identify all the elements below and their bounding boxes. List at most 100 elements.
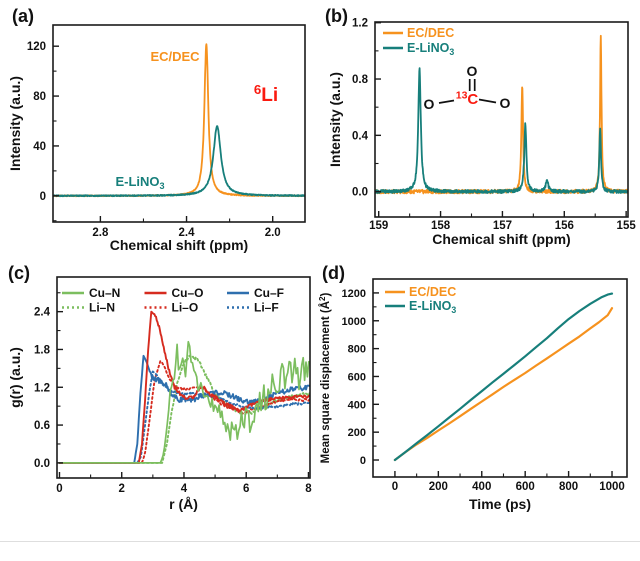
- y-tick-label: 0.6: [34, 420, 50, 432]
- panel-a-chart-li6-nmr: 2.8 2.4 2.0 0 40 80 120 Chemical shift (ppm) Int…: [0, 0, 315, 262]
- y-tick-label: 0.8: [352, 74, 369, 86]
- series-Cu-O: [58, 310, 310, 464]
- plot-area: [58, 310, 310, 464]
- y-tick-label: 1.8: [34, 344, 51, 356]
- ticks: [373, 292, 613, 477]
- y-tick-label: 0: [40, 191, 46, 203]
- x-tick-label: 2.0: [265, 227, 281, 239]
- annotation-text: EC/DEC: [150, 49, 200, 64]
- chart-svg-a: 2.8 2.4 2.0 0 40 80 120 Chemical shift (ppm) Int…: [7, 24, 306, 253]
- annotation-text: O: [500, 95, 511, 111]
- x-tick-label: 8: [305, 483, 312, 495]
- series-EC/DEC: [53, 43, 305, 198]
- series-Cu-N: [58, 340, 310, 464]
- plot-area: [375, 34, 628, 195]
- series-EC/DEC: [393, 307, 614, 462]
- y-tick-label: 0.4: [352, 130, 369, 142]
- annotation-text: E-LiNO3: [115, 174, 164, 191]
- y-tick-label: 200: [348, 427, 366, 439]
- structure-bond: [438, 99, 455, 104]
- bottom-divider: [0, 541, 640, 542]
- x-tick-label: 400: [472, 481, 491, 493]
- ticks: [375, 22, 627, 217]
- y-tick-label: 1000: [342, 316, 366, 328]
- x-tick-label: 159: [369, 220, 388, 232]
- y-axis-title: Intensity (a.u.): [327, 72, 343, 167]
- plot-frame: [372, 278, 628, 478]
- y-axis-title: Mean square displacement (Å2): [318, 293, 332, 464]
- x-tick-label: 0: [392, 481, 398, 493]
- x-tick-label: 200: [429, 481, 448, 493]
- series-E-LiNO3: [375, 67, 628, 194]
- structure-bond: [478, 98, 497, 104]
- y-tick-label: 80: [33, 91, 46, 103]
- series-E-LiNO3: [53, 125, 305, 198]
- x-tick-label: 2: [119, 483, 125, 495]
- legend-label: Li–O: [172, 301, 199, 315]
- legend-label: E-LiNO3: [407, 41, 454, 57]
- panel-c-label: (c): [8, 263, 30, 283]
- panel-d: (d) 0 200 400 600 800 1000 0 200 400 600 800 1000 12…: [315, 262, 640, 537]
- plot-area: [393, 292, 614, 462]
- annotation-text: O: [424, 96, 435, 112]
- annotation-text: O: [467, 63, 478, 79]
- series-EC/DEC: [375, 34, 628, 195]
- annotation-text: 6Li: [254, 82, 278, 106]
- legend-label: E-LiNO3: [409, 299, 456, 315]
- x-tick-label: 800: [559, 481, 578, 493]
- panel-d-chart-msd: 0 200 400 600 800 1000 0 200 400 600 800 1000 1200 Ti…: [315, 262, 640, 537]
- x-axis-title: Time (ps): [469, 496, 531, 512]
- plot-area: [53, 43, 305, 198]
- legend-label: Li–F: [254, 301, 279, 315]
- plot-frame: [52, 24, 306, 223]
- chart-svg-c: 0 2 4 6 8 0.0 0.6 1.2 1.8 2.4 r (Å) g(r) (a.u.) Cu–N…: [7, 276, 312, 512]
- ticks: [53, 45, 274, 222]
- legend-label: Cu–O: [172, 286, 204, 300]
- y-tick-label: 400: [348, 399, 366, 411]
- x-axis-title: r (Å): [169, 496, 198, 512]
- series-E-LiNO3: [393, 292, 614, 462]
- y-tick-label: 40: [33, 141, 46, 153]
- legend-label: EC/DEC: [409, 285, 456, 299]
- legend-label: Cu–F: [254, 286, 284, 300]
- panel-c: (c) 0 2 4 6 8 0.0 0.6 1.2 1.8 2.4 r (Å) g(r) (a.u.)…: [0, 262, 315, 537]
- y-tick-label: 0.0: [352, 187, 368, 199]
- x-tick-label: 2.4: [179, 227, 196, 239]
- panel-b: (b) 159 158 157 156 155 0.0 0.4 0.8 1.2 Chemical …: [315, 0, 640, 262]
- panel-a-label: (a): [12, 6, 34, 26]
- x-axis-title: Chemical shift (ppm): [432, 231, 570, 247]
- legend-label: Li–N: [89, 301, 115, 315]
- y-axis-title: g(r) (a.u.): [7, 347, 23, 408]
- x-tick-label: 158: [431, 220, 451, 232]
- legend-label: EC/DEC: [407, 26, 454, 40]
- y-axis-title: Intensity (a.u.): [7, 76, 23, 171]
- panel-b-chart-c13-nmr: 159 158 157 156 155 0.0 0.4 0.8 1.2 Chemical shif…: [315, 0, 640, 262]
- chart-svg-b: 159 158 157 156 155 0.0 0.4 0.8 1.2 Chemical shif…: [327, 18, 637, 247]
- x-tick-label: 0: [56, 483, 62, 495]
- panel-c-chart-rdf: 0 2 4 6 8 0.0 0.6 1.2 1.8 2.4 r (Å) g(r) (a.u.) Cu–N…: [0, 262, 315, 537]
- chart-svg-d: 0 200 400 600 800 1000 0 200 400 600 800 1000 1200 Ti…: [318, 278, 628, 512]
- x-tick-label: 2.8: [92, 227, 109, 239]
- panel-b-label: (b): [325, 6, 348, 26]
- panel-a: (a) 2.8 2.4 2.0 0 40 80 120 Chemical shift (ppm…: [0, 0, 315, 262]
- x-tick-label: 155: [617, 220, 637, 232]
- y-tick-label: 800: [348, 344, 366, 356]
- x-tick-label: 6: [243, 483, 249, 495]
- x-tick-label: 1000: [599, 481, 625, 493]
- ticks: [57, 292, 310, 478]
- y-tick-label: 2.4: [34, 307, 51, 319]
- x-tick-label: 4: [181, 483, 188, 495]
- y-tick-label: 600: [348, 371, 366, 383]
- x-axis-title: Chemical shift (ppm): [110, 237, 248, 253]
- x-tick-label: 157: [493, 220, 512, 232]
- y-tick-label: 1.2: [352, 18, 368, 30]
- y-tick-label: 1.2: [34, 382, 50, 394]
- legend-label: Cu–N: [89, 286, 120, 300]
- x-tick-label: 156: [555, 220, 574, 232]
- y-tick-label: 120: [27, 41, 46, 53]
- x-tick-label: 600: [516, 481, 535, 493]
- y-tick-label: 1200: [342, 288, 366, 300]
- y-tick-label: 0: [360, 455, 366, 467]
